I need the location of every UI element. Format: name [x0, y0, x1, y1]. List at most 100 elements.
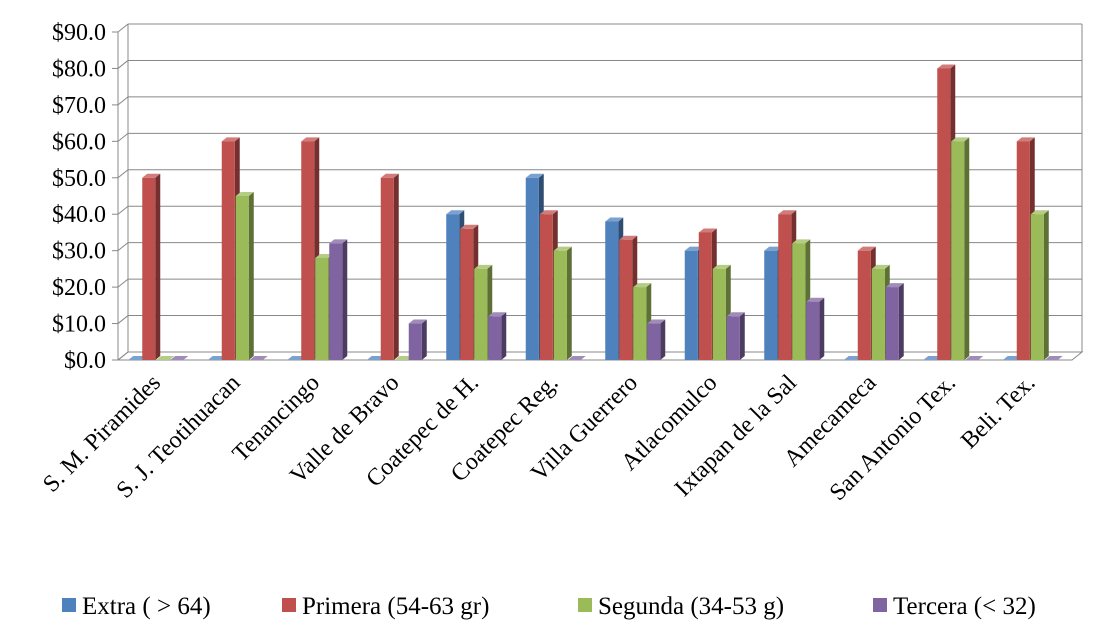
bar — [567, 356, 586, 360]
bar-front — [329, 243, 343, 360]
bar-side — [155, 173, 161, 360]
bar-front — [712, 268, 726, 360]
bar-front — [488, 316, 502, 360]
legend-label: Tercera (< 32) — [893, 593, 1036, 620]
bar-top — [474, 264, 493, 269]
bar-top — [287, 356, 306, 360]
bar-front — [315, 257, 329, 360]
bar-top — [446, 210, 465, 215]
gridline-diagonal — [117, 242, 129, 252]
bar-top — [488, 312, 507, 317]
bar-top — [301, 137, 320, 142]
y-tick-label: $0.0 — [64, 348, 106, 374]
gridline-diagonal — [117, 96, 129, 106]
bar-front — [806, 301, 820, 360]
bar-top — [712, 264, 731, 269]
bar-front — [460, 228, 474, 360]
bar-front — [951, 141, 965, 360]
bar-side — [342, 239, 348, 360]
bar-top — [235, 192, 254, 196]
bar-front — [937, 68, 951, 360]
bar-top — [806, 297, 825, 302]
bar-top — [778, 210, 797, 215]
legend-swatch — [578, 598, 592, 612]
gridline-diagonal — [117, 169, 129, 179]
bar-top — [764, 246, 783, 251]
bar-top — [221, 137, 240, 142]
bar-top — [329, 239, 348, 244]
bar-top — [923, 356, 942, 360]
bar-top — [249, 356, 268, 360]
bar-front — [1030, 214, 1044, 360]
bar-front — [525, 177, 539, 360]
bar-group — [446, 210, 507, 360]
bar-front — [726, 316, 740, 360]
bar-top — [857, 246, 876, 251]
bar — [170, 356, 189, 360]
bar-top — [315, 253, 334, 258]
bar-front — [633, 287, 647, 360]
bar-top — [726, 312, 745, 317]
bar-top — [965, 356, 984, 360]
bar — [394, 356, 413, 360]
bar-group — [207, 137, 268, 360]
bar-group — [128, 173, 189, 360]
bar-front — [857, 250, 871, 360]
bar — [287, 356, 306, 360]
bar — [128, 356, 147, 360]
bar-front — [553, 250, 567, 360]
bar-side — [898, 283, 904, 360]
bar-front — [698, 232, 712, 360]
bar-top — [619, 235, 638, 240]
bar — [366, 356, 385, 360]
bar-top — [792, 239, 811, 244]
bar-front — [764, 250, 778, 360]
bar-top — [525, 173, 544, 178]
bar-top — [539, 210, 558, 215]
bar-front — [408, 323, 422, 360]
bar — [923, 356, 942, 360]
bar-group — [684, 228, 745, 360]
bar-top — [170, 356, 189, 360]
legend-swatch — [282, 598, 296, 612]
bar-side — [393, 173, 399, 360]
bar-side — [739, 312, 745, 360]
y-tick-label: $70.0 — [52, 93, 106, 119]
bar-group — [923, 64, 984, 360]
bar-top — [1044, 356, 1063, 360]
bar — [156, 356, 175, 360]
bar-front — [684, 250, 698, 360]
bar-group — [605, 217, 666, 360]
bar — [806, 297, 825, 360]
bar — [380, 173, 399, 360]
gridline-diagonal — [117, 351, 129, 361]
bar-front — [792, 243, 806, 360]
bar-top — [460, 224, 479, 229]
bar-top — [156, 356, 175, 360]
bar-side — [1043, 210, 1049, 360]
bar-side — [566, 246, 572, 360]
bar-top — [605, 217, 624, 222]
bar-group — [843, 246, 904, 360]
legend-item: Tercera (< 32) — [873, 593, 1036, 620]
bar-top — [553, 246, 572, 251]
legend: Extra ( > 64) Primera (54-63 gr) Segunda (… — [62, 593, 1036, 620]
bar — [1002, 356, 1021, 360]
bar-front — [221, 141, 235, 360]
bar-front — [301, 141, 315, 360]
legend-swatch — [873, 598, 887, 612]
bar — [329, 239, 348, 360]
bar-front — [778, 214, 792, 360]
bar — [965, 356, 984, 360]
bar-front — [605, 221, 619, 360]
gridline-diagonal — [117, 278, 129, 288]
gridline-diagonal — [117, 132, 129, 142]
bar-front — [380, 177, 394, 360]
bar-front — [647, 323, 661, 360]
bar-top — [843, 356, 862, 360]
y-tick-label: $60.0 — [52, 129, 106, 155]
bar-top — [1030, 210, 1049, 215]
bar-top — [684, 246, 703, 251]
bar — [885, 283, 904, 360]
